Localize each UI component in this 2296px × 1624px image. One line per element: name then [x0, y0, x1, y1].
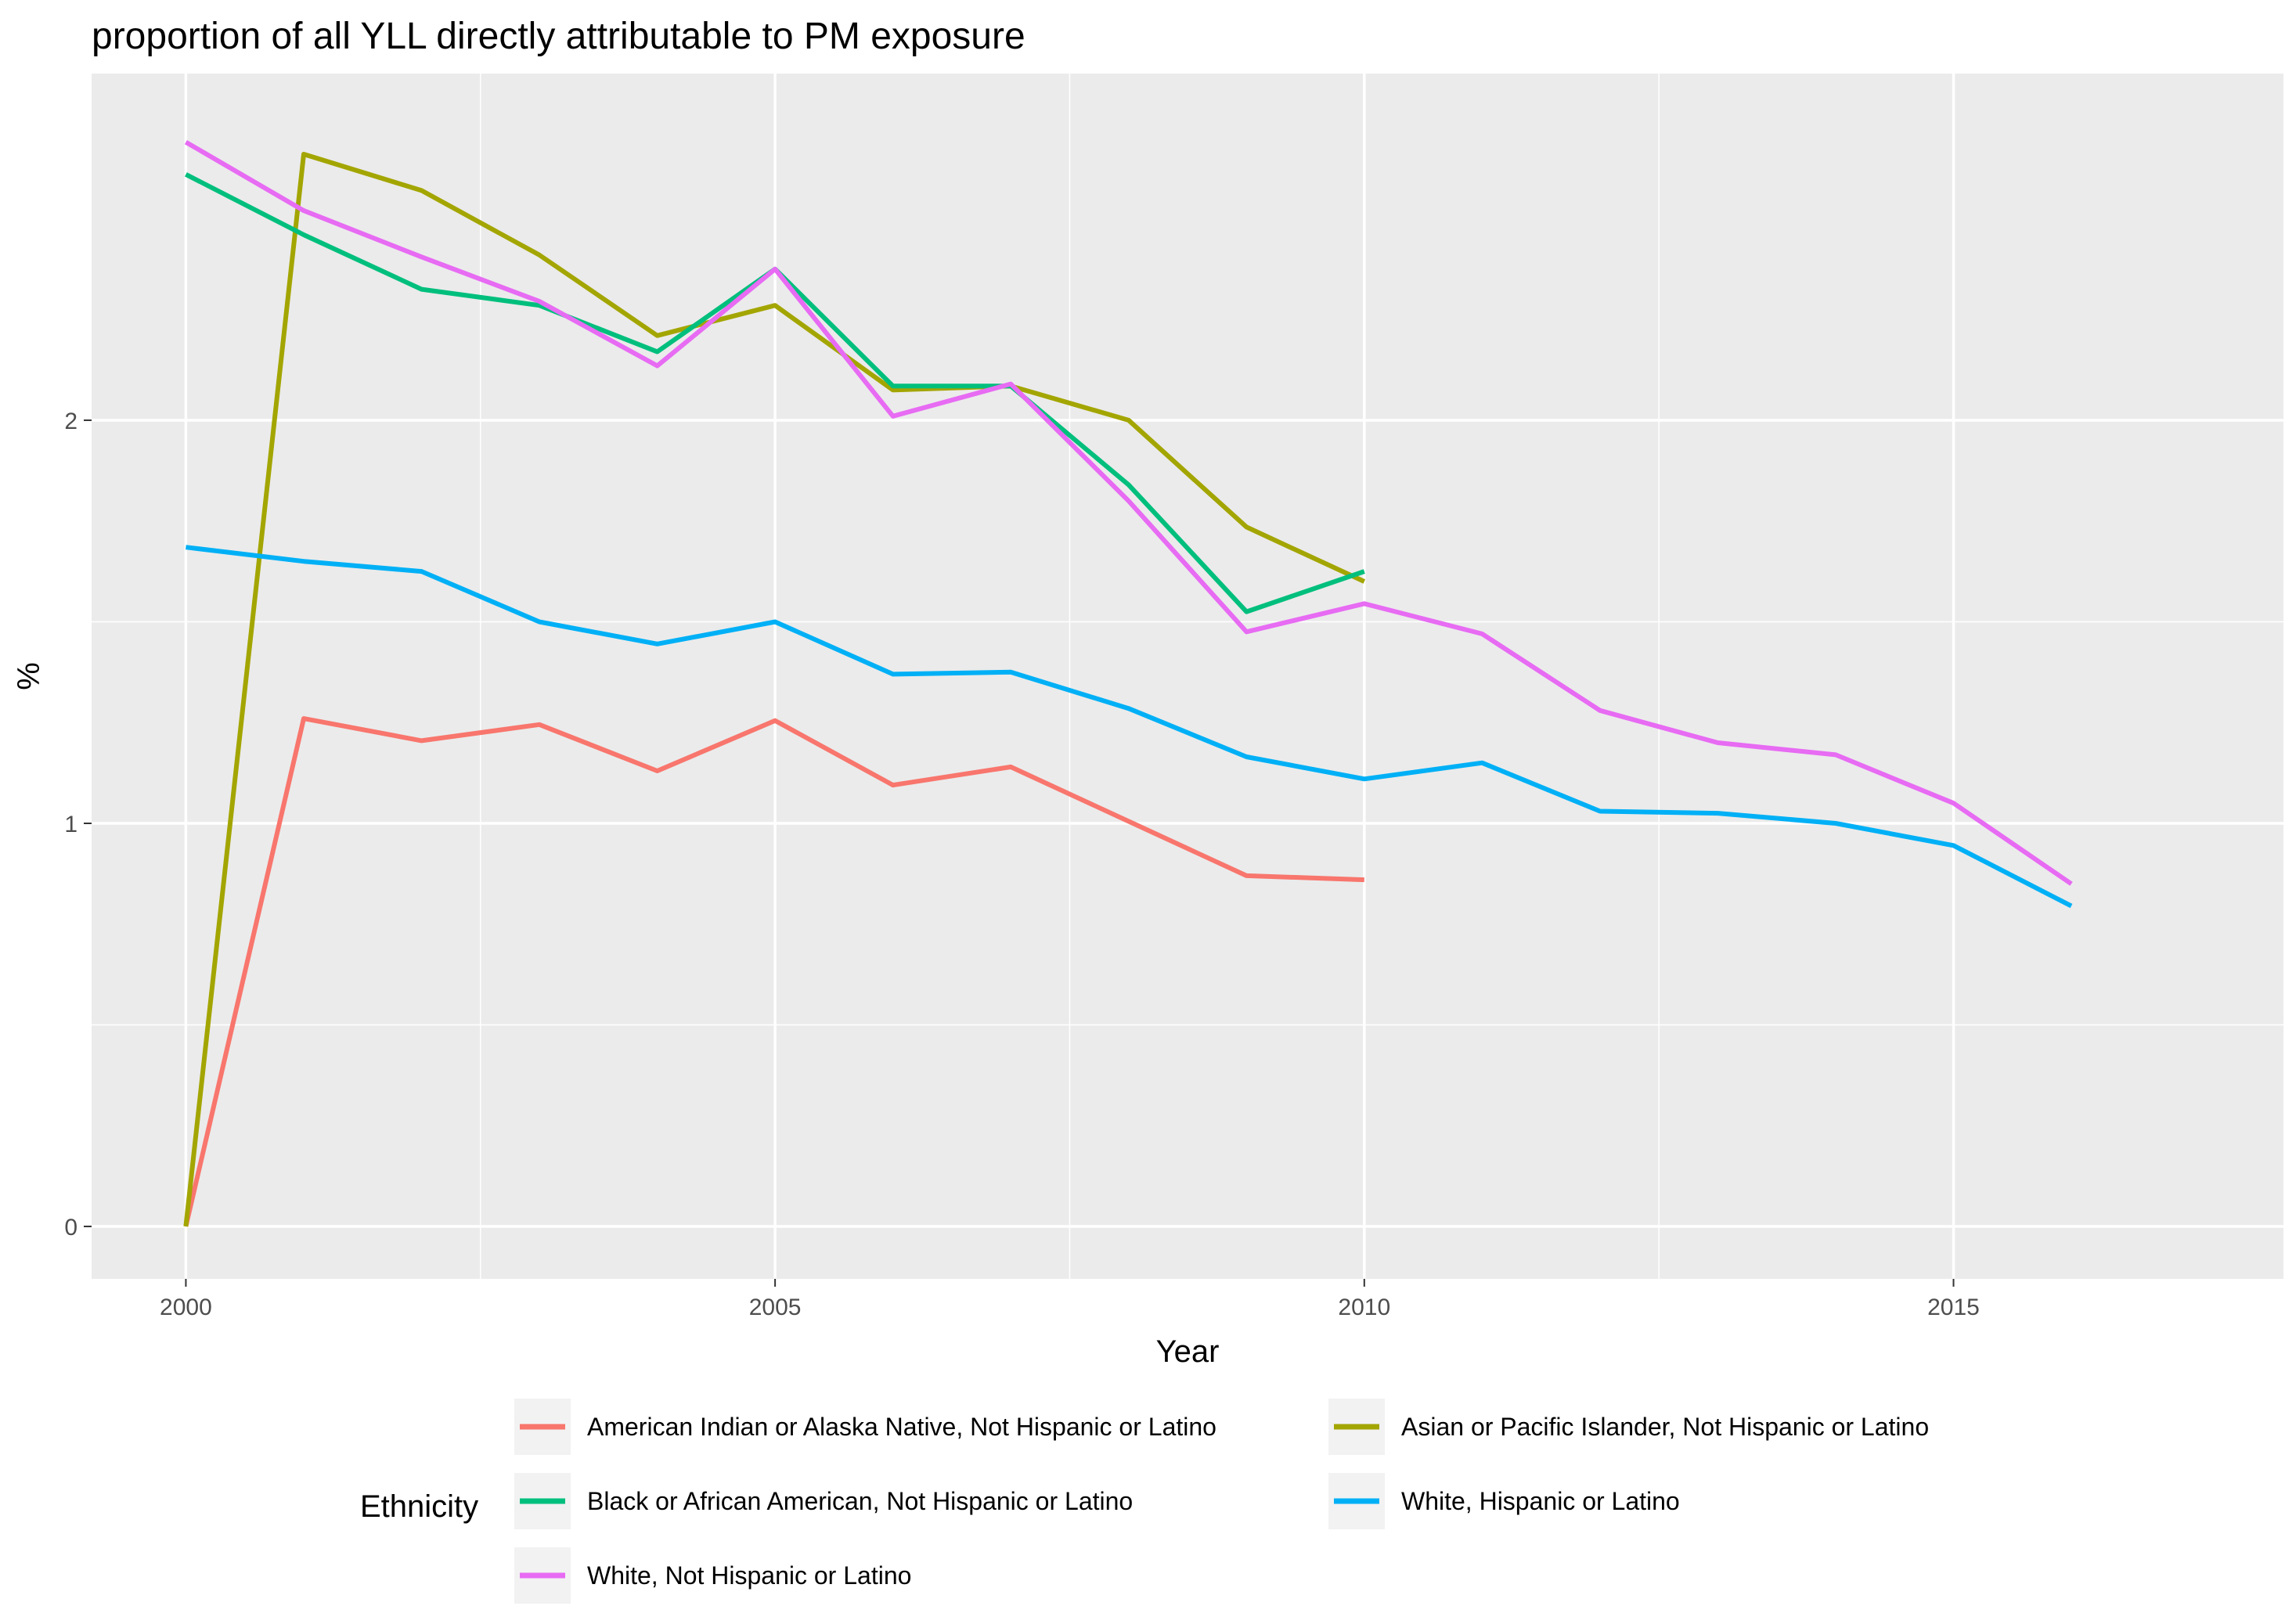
x-tick-label: 2010 [1338, 1295, 1390, 1320]
y-axis-title: % [12, 662, 46, 690]
x-tick-label: 2015 [1927, 1295, 1980, 1320]
y-tick-label: 1 [64, 812, 77, 837]
series-line-4 [186, 545, 2073, 909]
y-tick-label: 2 [64, 409, 77, 434]
x-axis-ticks: 2000 2005 2010 2015 [160, 1279, 1980, 1320]
series-lines [183, 140, 2073, 1227]
y-axis-ticks: 0 1 2 [64, 409, 92, 1241]
minor-gridlines [92, 74, 2283, 1279]
y-tick-label: 0 [64, 1215, 77, 1241]
x-tick-label: 2005 [749, 1295, 802, 1320]
legend: American Indian or Alaska Native, Not Hi… [514, 1399, 1929, 1604]
series-line-5 [184, 140, 2073, 886]
series-line-2 [183, 152, 1366, 1227]
chart-title: proportion of all YLL directly attributa… [92, 16, 1025, 57]
legend-label: American Indian or Alaska Native, Not Hi… [587, 1413, 1216, 1441]
x-tick-label: 2000 [160, 1295, 212, 1320]
legend-label: White, Not Hispanic or Latino [587, 1561, 911, 1590]
series-line-1 [183, 716, 1364, 1227]
legend-label: White, Hispanic or Latino [1401, 1487, 1680, 1515]
legend-label: Black or African American, Not Hispanic … [587, 1487, 1133, 1515]
legend-title: Ethnicity [360, 1489, 478, 1524]
plot-panel [92, 74, 2283, 1279]
major-gridlines [92, 74, 2283, 1279]
x-axis-title: Year [1156, 1334, 1220, 1369]
legend-label: Asian or Pacific Islander, Not Hispanic … [1401, 1413, 1929, 1441]
